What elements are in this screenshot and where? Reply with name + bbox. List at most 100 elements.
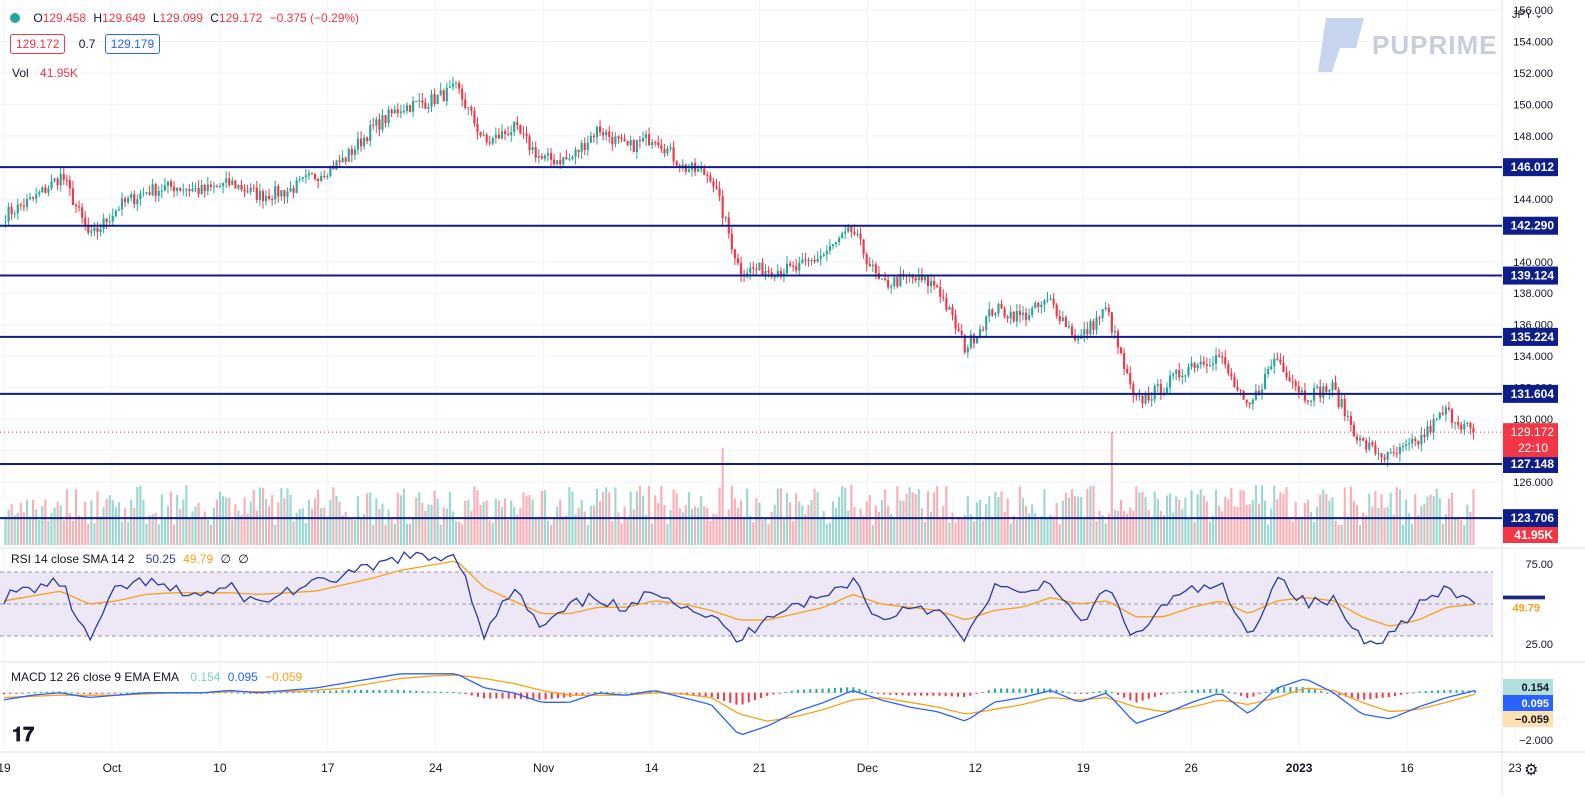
buy-button[interactable]: 129.179 [104,34,161,54]
candle-body [522,133,525,135]
volume-bar [188,518,191,545]
candle-body [1444,407,1447,415]
candle-body [283,190,286,197]
candle-body [531,147,534,151]
volume-bar [1080,496,1083,545]
candle-body [442,90,445,102]
candle-body [222,182,225,187]
currency-selector[interactable]: JPY ⌄ [1512,8,1547,21]
volume-bar [68,513,71,545]
volume-bar [948,522,951,545]
candle-body [418,100,421,102]
candle-body [1126,368,1129,373]
volume-bar [191,511,194,545]
volume-bar [1337,524,1340,545]
candle-body [461,88,464,100]
last-price-label: 129.172 [1511,425,1555,439]
volume-bar [865,501,868,545]
volume-bar [120,521,124,545]
volume-bar [1365,515,1368,545]
volume-bar [1316,506,1319,545]
volume-bar [1169,493,1172,545]
candle-body [1028,315,1031,320]
macd-hist-bar [1221,689,1224,693]
candle-body [1144,394,1147,404]
volume-bar [1420,505,1423,545]
volume-bar [862,515,865,545]
settings-gear-icon[interactable]: ⚙ [1524,762,1539,779]
volume-bar [1144,496,1147,545]
volume-bar [746,488,749,545]
candle-body [218,186,222,188]
macd-hist-bar [359,689,362,693]
candle-body [644,134,648,138]
macd-hist-bar [1350,692,1353,698]
macd-hist-bar [1412,692,1415,694]
spread-value: 0.7 [78,37,96,51]
candle-body [583,143,586,150]
rsi-empty-2: ∅ [238,552,249,566]
volume-bar [709,520,712,545]
candle-body [123,198,127,203]
candle-body [779,270,782,276]
volume-bar [387,509,390,545]
volume-bar [788,502,792,545]
candle-body [1285,372,1288,378]
candle-body [50,181,53,189]
candle-body [1309,400,1313,402]
candle-body [819,255,822,259]
candle-body [1466,422,1469,424]
macd-hist-bar [723,692,726,701]
candle-body [1273,358,1276,367]
rsi-title[interactable]: RSI 14 close SMA 14 2 [11,552,135,566]
macd-hist-bar [593,692,596,694]
macd-title[interactable]: MACD 12 26 close 9 EMA EMA [11,670,180,684]
volume-bar [890,513,893,545]
macd-hist-bar [1092,692,1095,694]
volume-bar [690,508,694,545]
volume-bar [1359,524,1362,545]
volume-bar [801,505,804,545]
candle-body [1438,412,1441,419]
macd-hist-bar [772,692,775,695]
candle-body [209,184,212,187]
candle-body [439,90,442,95]
volume-bar [62,520,65,545]
volume-bar [1119,499,1123,545]
level-price-tag [1503,266,1558,285]
macd-hist-bar [1289,687,1292,693]
volume-bar [1429,494,1432,545]
candle-body [629,140,632,146]
candle-body [22,205,25,207]
volume-bar [13,515,16,545]
candle-body [988,309,991,317]
volume-bar [681,512,684,545]
volume-bar [1028,513,1031,545]
volume-bar [74,489,78,545]
candle-body [1454,422,1457,424]
candle-body [1129,372,1132,385]
volume-bar [813,488,816,545]
volume-bar [286,488,289,545]
volume-bar [215,499,219,545]
macd-value-tag-label: −0.059 [1515,714,1549,726]
tradingview-logo-icon[interactable]: 𝟏𝟕 [12,724,35,746]
volume-bar [595,488,599,545]
candle-body [982,329,985,331]
rsi-value-tag [1503,599,1545,616]
candle-body [595,126,599,138]
x-tick-label: Nov [533,761,554,775]
volume-bar [779,488,782,545]
macd-hist-bar [1246,692,1249,698]
sell-button[interactable]: 129.172 [10,34,66,54]
candle-body [117,209,120,211]
macd-hist-bar [821,688,824,693]
volume-bar [243,497,246,545]
candle-body [1441,412,1444,415]
volume-bar [1199,489,1202,545]
macd-hist-bar [1190,689,1193,693]
volume-bar [537,516,540,545]
level-price-label: 131.604 [1511,387,1555,401]
